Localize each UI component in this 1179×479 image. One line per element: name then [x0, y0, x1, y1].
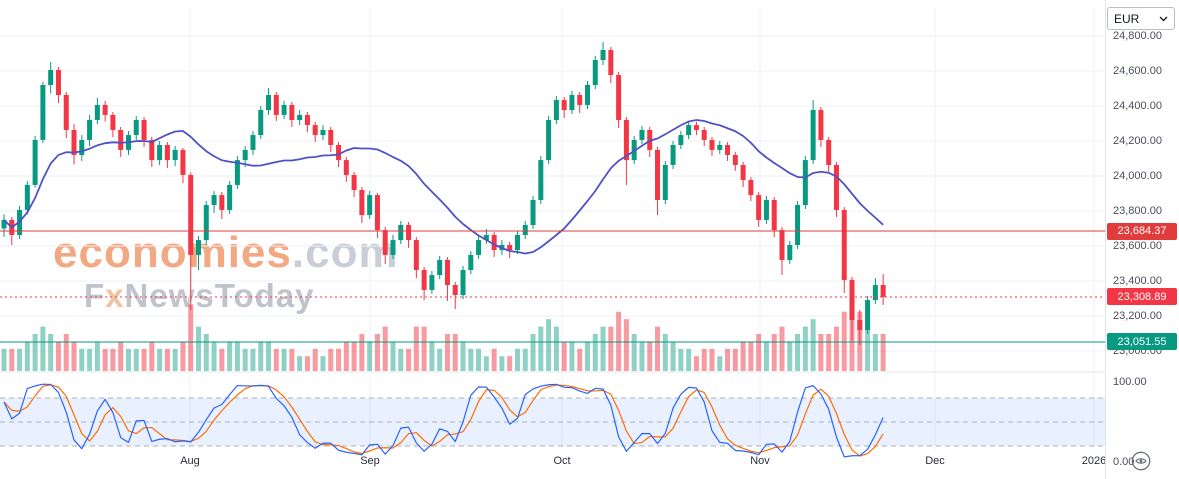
time-axis-label: Sep: [360, 455, 380, 467]
time-axis[interactable]: Aug Sep Oct Nov Dec 2026: [0, 450, 1107, 479]
oscillator-k-line: [3, 383, 884, 458]
grid-lines: [0, 8, 1105, 450]
eye-icon[interactable]: [1130, 450, 1152, 472]
ma-line: [3, 119, 884, 255]
time-axis-label: 2026: [1081, 455, 1107, 467]
candlesticks: [1, 41, 886, 346]
price-axis-label: 24,400.00: [1113, 100, 1162, 112]
level-lines: [0, 230, 1105, 343]
price-axis[interactable]: 0.00 100.00 23,000.00 23,200.00 23,400.00 23,…: [1105, 0, 1179, 479]
price-axis-label: 23,400.00: [1113, 275, 1162, 287]
chevron-down-icon: [1159, 16, 1168, 22]
price-axis-label: 0.00: [1113, 456, 1135, 468]
last-price-badge: 23,308.89: [1107, 288, 1177, 306]
watermark-brand: economies.com: [53, 228, 399, 277]
price-axis-label: 24,200.00: [1113, 135, 1162, 147]
time-axis-label: Nov: [750, 455, 770, 467]
oscillator-lines: [3, 383, 884, 458]
currency-selector-label: EUR: [1114, 11, 1140, 26]
time-axis-label: Dec: [925, 455, 945, 467]
price-axis-label: 23,600.00: [1113, 240, 1162, 252]
price-axis-label: 23,800.00: [1113, 205, 1162, 217]
price-axis-label: 24,000.00: [1113, 170, 1162, 182]
price-axis-label: 100.00: [1113, 376, 1147, 388]
price-axis-label: 23,200.00: [1113, 310, 1162, 322]
time-axis-label: Aug: [180, 455, 200, 467]
volume-bars: [1, 304, 886, 371]
price-axis-label: 24,800.00: [1113, 30, 1162, 42]
oscillator-d-line: [3, 384, 884, 457]
resistance-price-badge: 23,684.37: [1107, 222, 1177, 240]
support-price-badge: 23,051.55: [1107, 333, 1177, 351]
currency-selector[interactable]: EUR: [1107, 7, 1175, 30]
time-axis-label: Oct: [553, 455, 571, 467]
oscillator-band: [0, 397, 1105, 447]
price-axis-label: 24,600.00: [1113, 65, 1162, 77]
watermark-tagline: FxNewsToday: [84, 277, 315, 314]
